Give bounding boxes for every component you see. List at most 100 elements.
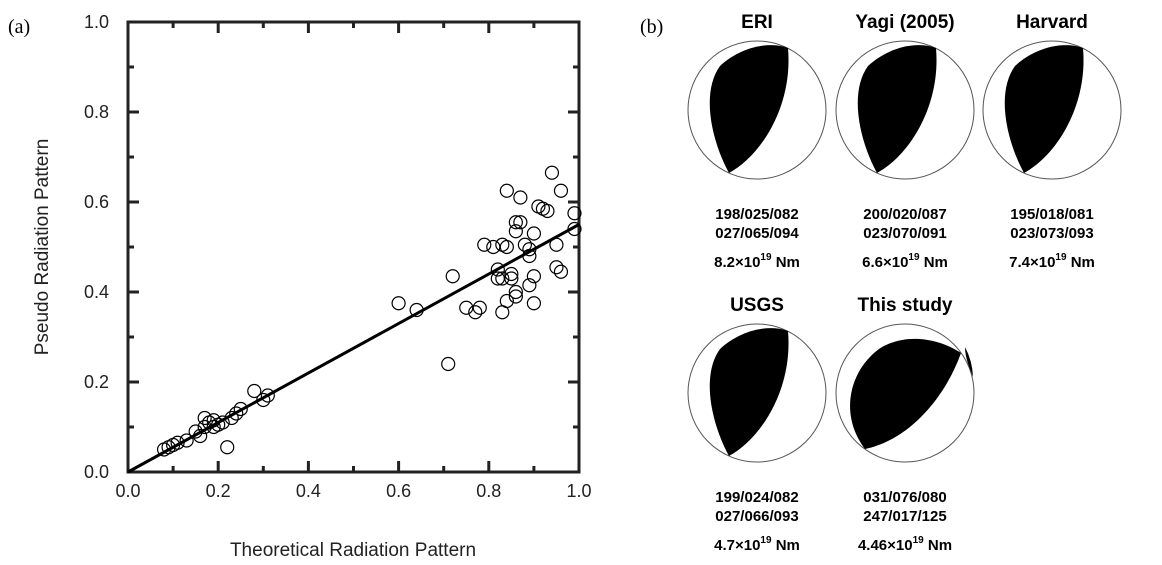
mechanism-title: ERI [741, 12, 773, 33]
nodal-plane-1: 199/024/082 [715, 489, 798, 506]
y-tick-label: 0.8 [84, 102, 109, 122]
data-point [526, 296, 542, 311]
data-point [170, 435, 185, 450]
beachball-compression-small [965, 347, 973, 377]
seismic-moment: 6.6×1019 Nm [862, 252, 948, 271]
data-point [553, 183, 569, 198]
seismic-moment: 7.4×1019 Nm [1009, 252, 1095, 271]
data-point [188, 424, 203, 439]
beachball-compression [1004, 45, 1084, 173]
data-point [540, 203, 555, 219]
data-point [504, 266, 519, 282]
data-point [486, 239, 501, 255]
axis-ticks [126, 20, 581, 474]
data-point [549, 237, 564, 252]
data-point [522, 248, 537, 264]
data-point [522, 242, 537, 257]
beachball-compression [850, 338, 961, 449]
scatter-plot: 0.0 0.2 0.4 0.6 0.8 1.0 0.0 0.2 0.4 0.6 0.8 1.0 The… [32, 12, 592, 561]
data-point [472, 300, 487, 315]
data-point [391, 296, 406, 311]
nodal-plane-1: 200/020/087 [863, 206, 946, 223]
data-point [206, 413, 221, 428]
x-tick-label: 0.2 [206, 481, 231, 501]
plot-frame [126, 20, 581, 474]
data-point [508, 215, 523, 230]
seismic-moment: 8.2×1019 Nm [714, 252, 800, 271]
x-tick-label: 0.8 [476, 481, 501, 501]
data-point [229, 406, 244, 421]
panel-a-label: (a) [8, 16, 30, 38]
data-point [215, 415, 230, 430]
data-point [526, 226, 542, 241]
nodal-plane-1: 198/025/082 [715, 206, 798, 223]
beachball-compression [709, 328, 789, 456]
beachball-compression [709, 45, 789, 173]
data-point [247, 383, 262, 399]
y-tick-label: 0.0 [84, 462, 109, 482]
axis-tick-labels: 0.0 0.2 0.4 0.6 0.8 1.0 0.0 0.2 0.4 0.6 0.8 1.0 [84, 12, 592, 501]
mechanism-3: USGS 199/024/082 027/066/093 4.7×1019 Nm [687, 295, 827, 554]
nodal-plane-2: 023/070/091 [863, 225, 946, 242]
mechanism-title: USGS [730, 295, 784, 316]
nodal-plane-2: 027/066/093 [715, 508, 798, 525]
data-point [499, 239, 514, 255]
data-point [522, 278, 537, 293]
y-tick-label: 0.2 [84, 372, 109, 392]
data-point [193, 428, 208, 444]
mechanism-title: Yagi (2005) [855, 12, 954, 33]
nodal-plane-2: 247/017/125 [863, 508, 946, 525]
beachball-compression [857, 45, 937, 173]
data-point [224, 410, 239, 426]
x-tick-label: 0.4 [296, 481, 321, 501]
mechanism-0: ERI 198/025/082 027/065/094 8.2×1019 Nm [687, 12, 827, 271]
data-point [504, 271, 519, 286]
fit-line [127, 223, 580, 474]
data-point [513, 190, 528, 205]
x-tick-label: 1.0 [566, 481, 591, 501]
data-point [256, 392, 271, 408]
x-tick-label: 0.6 [386, 481, 411, 501]
data-point [499, 183, 514, 198]
data-point [508, 284, 523, 300]
data-point [508, 224, 523, 239]
data-point [508, 289, 523, 304]
data-point [553, 264, 569, 279]
data-point [477, 237, 492, 252]
nodal-plane-1: 031/076/080 [863, 489, 946, 506]
mechanism-4: This study 031/076/080 247/017/125 4.46×101… [835, 295, 975, 554]
data-point [445, 269, 460, 284]
data-point [490, 262, 505, 277]
mechanism-title: Harvard [1016, 12, 1088, 33]
data-point [197, 410, 212, 426]
data-point [499, 293, 514, 309]
panel-b-label: (b) [640, 16, 663, 38]
data-point [220, 440, 235, 455]
data-points [156, 165, 582, 457]
data-point [513, 215, 528, 230]
data-point [495, 271, 510, 286]
seismic-moment: 4.7×1019 Nm [714, 535, 800, 554]
data-point [526, 269, 542, 284]
x-axis-label: Theoretical Radiation Pattern [230, 540, 476, 561]
mechanism-2: Harvard 195/018/081 023/073/093 7.4×1019 Nm [982, 12, 1122, 271]
data-point [468, 305, 483, 320]
y-axis-label: Pseudo Radiation Pattern [32, 139, 53, 356]
y-tick-label: 0.6 [84, 192, 109, 212]
focal-mechanisms: ERI 198/025/082 027/065/094 8.2×1019 Nm Yagi… [687, 12, 1122, 554]
data-point [179, 433, 194, 448]
data-point [441, 356, 456, 372]
data-point [260, 388, 275, 403]
nodal-plane-1: 195/018/081 [1010, 206, 1093, 223]
mechanism-1: Yagi (2005) 200/020/087 023/070/091 6.6×101… [835, 12, 975, 271]
data-point [197, 419, 212, 435]
nodal-plane-2: 023/073/093 [1010, 225, 1093, 242]
data-point [409, 302, 424, 318]
nodal-plane-2: 027/065/094 [715, 225, 799, 242]
data-point [544, 165, 560, 180]
data-point [567, 206, 582, 221]
x-tick-label: 0.0 [115, 481, 140, 501]
data-point [549, 260, 564, 275]
seismic-moment: 4.46×1019 Nm [858, 535, 952, 554]
